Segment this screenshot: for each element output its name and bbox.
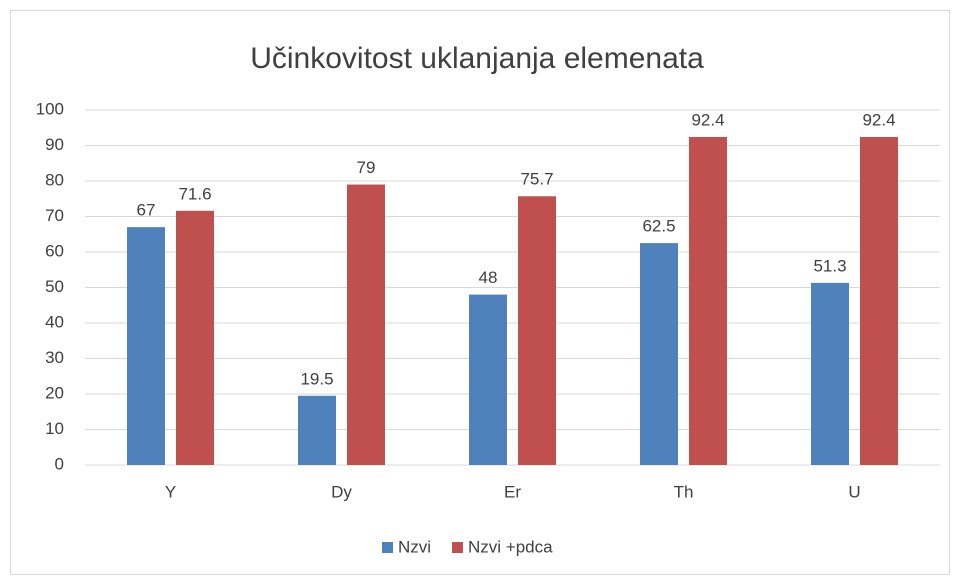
bar xyxy=(518,196,556,465)
bar xyxy=(689,136,727,466)
y-tick-label: 90 xyxy=(45,135,64,154)
y-tick-label: 0 xyxy=(55,454,64,473)
data-label: 75.7 xyxy=(520,170,553,189)
x-tick-label: Dy xyxy=(331,482,352,501)
bar xyxy=(347,184,385,466)
data-label: 92.4 xyxy=(862,110,895,129)
y-tick-label: 10 xyxy=(45,419,64,438)
bar xyxy=(860,136,898,466)
data-label: 48 xyxy=(479,268,498,287)
chart-border xyxy=(10,10,950,575)
y-tick-label: 70 xyxy=(45,206,64,225)
legend-label: Nzvi xyxy=(398,537,431,556)
data-label: 79 xyxy=(357,158,376,177)
data-label: 19.5 xyxy=(300,369,333,388)
y-tick-label: 30 xyxy=(45,348,64,367)
bar xyxy=(640,243,678,465)
legend-swatch xyxy=(452,542,463,553)
x-tick-label: Th xyxy=(674,482,694,501)
chart-title: Učinkovitost uklanjanja elemenata xyxy=(250,42,704,75)
data-label: 62.5 xyxy=(642,217,675,236)
data-label: 92.4 xyxy=(691,110,724,129)
x-tick-label: Y xyxy=(165,482,176,501)
x-tick-label: Er xyxy=(504,482,521,501)
legend-label: Nzvi +pdca xyxy=(468,537,553,556)
bar xyxy=(298,395,336,465)
bar xyxy=(469,294,507,465)
x-tick-label: U xyxy=(848,482,860,501)
y-tick-label: 100 xyxy=(36,99,64,118)
y-tick-label: 60 xyxy=(45,241,64,260)
legend-swatch xyxy=(382,542,393,553)
y-tick-label: 50 xyxy=(45,277,64,296)
y-tick-label: 80 xyxy=(45,170,64,189)
y-tick-label: 40 xyxy=(45,312,64,331)
bar xyxy=(811,282,849,465)
data-label: 71.6 xyxy=(178,184,211,203)
data-label: 67 xyxy=(137,201,156,220)
y-tick-label: 20 xyxy=(45,383,64,402)
data-label: 51.3 xyxy=(813,256,846,275)
bar xyxy=(176,210,214,465)
bar xyxy=(127,227,165,465)
